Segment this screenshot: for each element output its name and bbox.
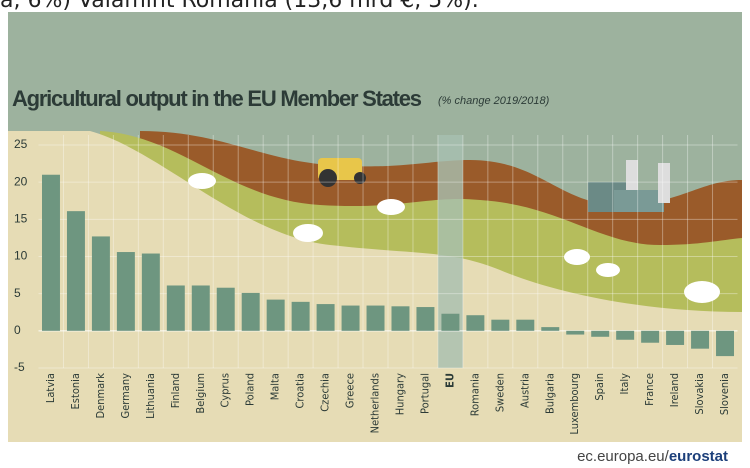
bar (541, 327, 559, 331)
bar (92, 236, 110, 330)
x-tick-label: Luxembourg (568, 373, 581, 435)
x-tick-label: Croatia (294, 373, 307, 409)
highlight-column (438, 135, 463, 368)
bar (167, 285, 185, 330)
bar (217, 288, 235, 331)
x-tick-label: Netherlands (369, 373, 382, 433)
bar (242, 293, 260, 331)
source-brand: eurostat (669, 448, 728, 465)
x-tick-label: Denmark (94, 373, 107, 419)
bar (716, 331, 734, 356)
bar (267, 300, 285, 331)
bar (416, 307, 434, 331)
y-tick-label: 20 (14, 174, 28, 188)
y-tick-label: 0 (14, 323, 21, 337)
x-tick-label: Malta (269, 373, 282, 400)
x-tick-label: Cyprus (219, 373, 232, 408)
x-tick-label: Austria (518, 373, 531, 408)
x-tick-label: Germany (119, 373, 132, 419)
bar (616, 331, 634, 340)
x-tick-label: Bulgaria (543, 373, 556, 414)
x-tick-label: Sweden (493, 373, 506, 412)
x-tick-label: Hungary (393, 373, 406, 415)
bar (292, 302, 310, 331)
bar (67, 211, 85, 331)
chart: -5 0 5 10 15 20 25 Latvia Estonia Denmark Germany L… (0, 0, 750, 468)
bar (317, 304, 335, 331)
y-tick-label: 10 (14, 249, 28, 263)
page: {"top_text": "ă, 6%) Valamint România (1… (0, 0, 750, 468)
x-tick-label: Finland (169, 373, 182, 408)
x-tick-label: Czechia (319, 373, 332, 412)
bar (192, 285, 210, 330)
chart-subtitle: (% change 2019/2018) (438, 95, 550, 107)
x-tick-label: EU (443, 373, 456, 388)
source-url: ec.europa.eu/ (577, 448, 669, 465)
x-tick-label: Poland (244, 373, 257, 406)
x-tick-label: Italy (618, 373, 631, 395)
x-tick-label: Slovakia (693, 373, 706, 415)
bar (441, 314, 459, 331)
x-tick-label: Greece (344, 373, 357, 408)
x-tick-label: Romania (468, 373, 481, 416)
bar (666, 331, 684, 345)
y-tick-label: -5 (14, 360, 25, 374)
bar (342, 306, 360, 331)
x-tick-label: Spain (593, 373, 606, 401)
bar (367, 306, 385, 331)
bar (466, 315, 484, 331)
chart-title: Agricultural output in the EU Member Sta… (12, 86, 422, 111)
bar (142, 254, 160, 331)
bar (641, 331, 659, 343)
y-tick-label: 15 (14, 212, 28, 226)
bar (591, 331, 609, 337)
bar (391, 306, 409, 331)
bar (117, 252, 135, 331)
y-tick-label: 5 (14, 286, 21, 300)
x-tick-label: France (643, 373, 656, 406)
source: ec.europa.eu/eurostat (577, 448, 728, 465)
x-tick-label: Ireland (668, 373, 681, 407)
bar (491, 320, 509, 331)
x-tick-label: Estonia (69, 373, 82, 409)
x-tick-label: Lithuania (144, 373, 157, 419)
bar (691, 331, 709, 349)
bar (42, 175, 60, 331)
x-tick-label: Belgium (194, 373, 207, 414)
x-tick-label: Latvia (44, 373, 57, 403)
bar (566, 331, 584, 335)
y-tick-label: 25 (14, 137, 28, 151)
bar (516, 320, 534, 331)
x-tick-label: Portugal (418, 373, 431, 414)
x-tick-label: Slovenia (718, 373, 731, 415)
